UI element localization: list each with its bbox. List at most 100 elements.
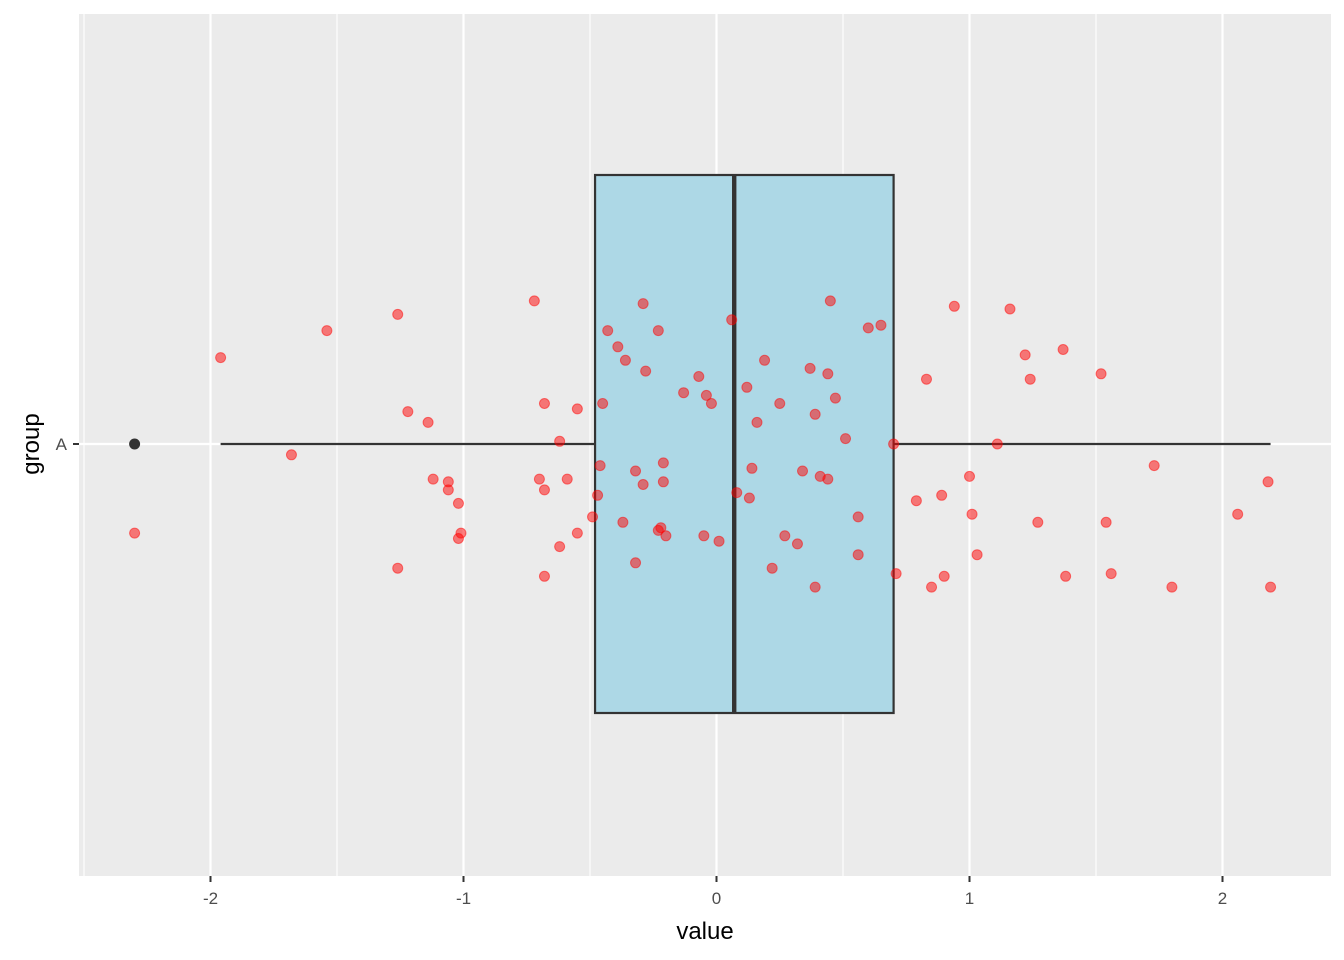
box-layer	[220, 173, 1271, 715]
jitter-point	[612, 341, 624, 353]
jitter-point	[657, 457, 669, 469]
jitter-point	[1265, 581, 1277, 593]
jitter-point	[1105, 568, 1117, 580]
jitter-point	[640, 365, 652, 377]
jitter-point	[862, 322, 874, 334]
jitter-point	[452, 533, 464, 544]
x-tick-label: 0	[712, 889, 721, 908]
y-tick-label: A	[56, 435, 68, 454]
jitter-point	[1019, 349, 1031, 361]
jitter-point	[852, 511, 864, 523]
jitter-point	[587, 511, 599, 523]
x-tick-label: -1	[456, 889, 471, 908]
jitter-point	[652, 325, 664, 337]
jitter-point	[129, 527, 141, 539]
jitter-point	[938, 570, 950, 582]
jitter-point	[285, 449, 297, 461]
jitter-point	[948, 300, 960, 312]
jitter-point	[779, 530, 791, 542]
jitter-point	[966, 508, 978, 520]
jitter-point	[602, 325, 614, 337]
jitter-point	[797, 465, 809, 477]
jitter-point	[890, 568, 902, 580]
jitter-point	[705, 398, 717, 409]
outliers	[129, 438, 141, 450]
jitter-point	[1032, 516, 1044, 528]
jitter-point	[657, 476, 669, 488]
x-tick-label: 2	[1218, 889, 1227, 908]
jitter-point	[936, 489, 948, 501]
x-axis-title: value	[676, 918, 733, 945]
jitter-point	[1166, 581, 1178, 593]
jitter-point	[637, 479, 649, 490]
jitter-point	[822, 473, 834, 485]
jitter-point	[630, 557, 642, 569]
jitter-point	[852, 549, 864, 561]
x-axis: -2 -1 0 1 2	[203, 876, 1227, 908]
jitter-point	[554, 435, 566, 447]
jitter-point	[538, 570, 550, 582]
jitter-point	[427, 473, 439, 485]
jitter-point	[804, 362, 816, 374]
y-axis-title: group	[18, 413, 45, 474]
jitter-point	[964, 470, 975, 482]
jitter-point	[926, 581, 938, 593]
jitter-point	[1232, 508, 1244, 520]
jitter-point	[766, 562, 778, 574]
jitter-point	[538, 398, 550, 409]
jitter-point	[1262, 476, 1274, 488]
jitter-point	[822, 368, 834, 380]
jitter-point	[1148, 460, 1160, 472]
jitter-point	[1004, 303, 1016, 315]
jitter-point	[422, 416, 434, 428]
jitter-point	[538, 484, 550, 496]
jitter-point	[751, 416, 763, 428]
jitter-point	[652, 524, 664, 536]
jitter-point	[1060, 570, 1072, 582]
jitter-point	[840, 433, 852, 445]
jitter-point	[592, 489, 604, 501]
jitter-point	[731, 487, 743, 499]
jitter-point	[1057, 344, 1069, 355]
jitter-point	[726, 314, 738, 326]
jitter-point	[392, 308, 404, 320]
jitter-point	[554, 541, 566, 553]
jitter-point	[875, 319, 887, 331]
x-tick-label: 1	[965, 889, 974, 908]
jitter-point	[571, 403, 583, 415]
jitter-point	[630, 465, 642, 477]
y-axis: A	[56, 435, 79, 454]
jitter-point	[561, 473, 573, 485]
jitter-point	[774, 398, 786, 409]
jitter-point	[991, 438, 1003, 450]
jitter-point	[809, 408, 821, 420]
outlier-point	[129, 438, 141, 450]
jitter-point	[597, 398, 609, 409]
jitter-point	[571, 527, 583, 539]
jitter-point	[402, 406, 414, 418]
jitter-point	[528, 295, 540, 307]
jitter-point	[617, 516, 629, 528]
jitter-points	[129, 295, 1277, 593]
box-iqr	[593, 173, 895, 715]
jitter-point	[746, 462, 758, 474]
jitter-point	[442, 484, 454, 496]
jitter-point	[678, 387, 690, 399]
jitter-point	[741, 381, 753, 393]
jitter-point	[1100, 516, 1112, 528]
jitter-point	[824, 295, 836, 307]
jitter-point	[594, 460, 606, 472]
jitter-point	[1024, 373, 1036, 385]
jitter-point	[971, 549, 983, 561]
jitter-point	[637, 298, 649, 310]
jitter-point	[700, 389, 712, 401]
jitter-point	[910, 495, 922, 507]
jitter-point	[1095, 368, 1107, 380]
jitter-point	[321, 325, 333, 337]
jitter-point	[743, 492, 755, 504]
jitter-point	[888, 438, 900, 450]
jitter-point	[693, 371, 705, 382]
jitter-point	[759, 354, 771, 366]
jitter-point	[809, 581, 821, 593]
